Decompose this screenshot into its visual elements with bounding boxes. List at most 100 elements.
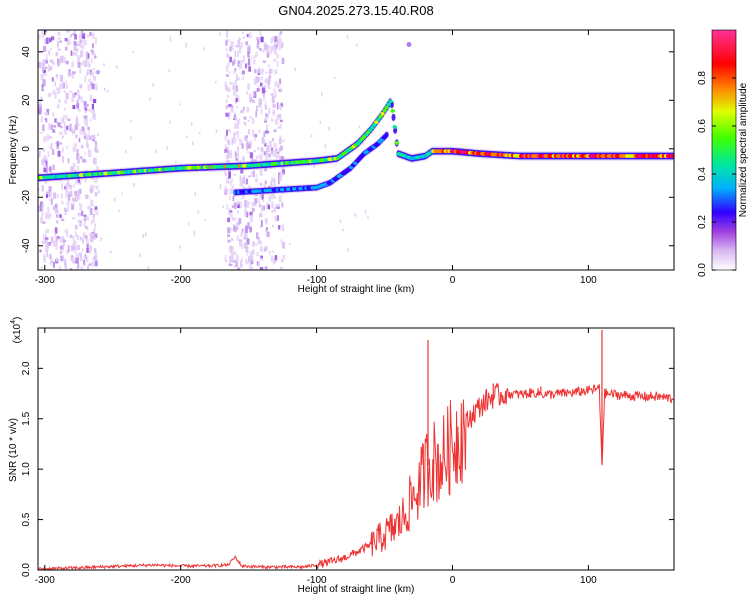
noise-speck	[249, 215, 254, 223]
noise-speck	[59, 250, 63, 255]
noise-speck	[97, 190, 100, 194]
noise-speck	[85, 216, 89, 221]
noise-speck	[258, 129, 261, 133]
noise-speck	[49, 146, 53, 149]
noise-speck	[270, 68, 273, 73]
noise-speck	[230, 40, 234, 48]
noise-speck	[237, 210, 239, 214]
noise-speck	[239, 240, 243, 247]
noise-speck	[76, 235, 79, 240]
noise-speck	[271, 96, 275, 104]
noise-speck	[74, 34, 77, 40]
noise-speck	[279, 137, 281, 141]
noise-speck	[266, 77, 268, 83]
noise-speck	[274, 91, 277, 98]
noise-speck	[273, 179, 276, 182]
noise-speck	[50, 198, 53, 205]
noise-speck	[78, 137, 81, 143]
noise-speck	[250, 255, 254, 262]
noise-speck	[73, 125, 76, 129]
noise-speck	[279, 266, 284, 270]
noise-speck	[280, 102, 283, 107]
noise-speck	[224, 255, 227, 262]
noise-speck	[57, 63, 60, 67]
noise-speck	[256, 76, 260, 83]
noise-speck	[41, 30, 44, 38]
noise-speck	[63, 239, 67, 243]
noise-speck	[215, 129, 218, 133]
noise-speck	[275, 44, 278, 49]
noise-speck	[259, 31, 262, 36]
noise-speck	[236, 95, 240, 103]
noise-speck	[252, 241, 255, 247]
noise-speck	[92, 213, 95, 218]
noise-speck	[92, 217, 95, 223]
noise-speck	[91, 134, 95, 140]
noise-speck	[274, 204, 279, 208]
noise-speck	[224, 81, 227, 87]
noise-speck	[52, 192, 57, 199]
noise-speck	[91, 232, 94, 240]
noise-speck	[71, 127, 73, 130]
noise-speck	[232, 217, 235, 221]
noise-speck	[257, 37, 260, 45]
x-tick-label: -300	[35, 275, 55, 286]
noise-speck	[89, 184, 92, 190]
noise-speck	[93, 233, 98, 238]
noise-speck	[74, 224, 78, 230]
noise-speck	[264, 266, 268, 270]
noise-speck	[82, 59, 86, 66]
noise-speck	[244, 135, 248, 138]
noise-speck	[279, 87, 283, 91]
noise-speck	[244, 242, 248, 249]
noise-speck	[265, 113, 268, 117]
noise-speck	[225, 112, 229, 117]
noise-speck	[40, 266, 44, 269]
noise-speck	[65, 185, 69, 192]
noise-speck	[50, 136, 52, 139]
noise-speck	[46, 134, 50, 141]
noise-speck	[86, 124, 89, 127]
noise-speck	[261, 49, 265, 53]
noise-speck	[40, 116, 43, 123]
noise-speck	[238, 159, 242, 164]
noise-speck	[228, 247, 232, 252]
noise-speck	[86, 68, 90, 75]
noise-speck	[260, 76, 263, 81]
noise-speck	[319, 121, 322, 124]
noise-speck	[87, 205, 90, 210]
noise-speck	[49, 166, 52, 173]
noise-speck	[278, 33, 281, 38]
noise-speck	[240, 260, 242, 268]
noise-speck	[130, 136, 132, 141]
noise-speck	[281, 139, 285, 143]
noise-speck	[65, 190, 69, 198]
noise-speck	[42, 221, 45, 225]
noise-speck	[96, 70, 100, 75]
noise-speck	[80, 144, 84, 149]
noise-speck	[272, 224, 274, 228]
noise-speck	[262, 93, 266, 97]
noise-speck	[63, 207, 68, 212]
noise-speck	[268, 107, 271, 114]
noise-speck	[42, 234, 45, 241]
noise-speck	[83, 101, 86, 106]
noise-speck	[88, 263, 92, 266]
noise-speck	[235, 97, 238, 102]
noise-speck	[66, 30, 70, 33]
noise-speck	[253, 138, 256, 141]
noise-speck	[174, 160, 177, 164]
noise-speck	[313, 164, 315, 169]
noise-speck	[240, 257, 243, 263]
x-tick-label: -100	[307, 575, 327, 586]
noise-speck	[64, 46, 68, 51]
noise-speck	[64, 209, 68, 216]
noise-speck	[253, 78, 257, 85]
noise-speck	[142, 234, 144, 239]
y-tick-label: 1.0	[21, 462, 32, 476]
noise-speck	[232, 60, 235, 66]
noise-speck	[278, 195, 282, 203]
noise-speck	[90, 176, 94, 181]
noise-speck	[88, 130, 90, 134]
noise-speck	[244, 122, 247, 126]
